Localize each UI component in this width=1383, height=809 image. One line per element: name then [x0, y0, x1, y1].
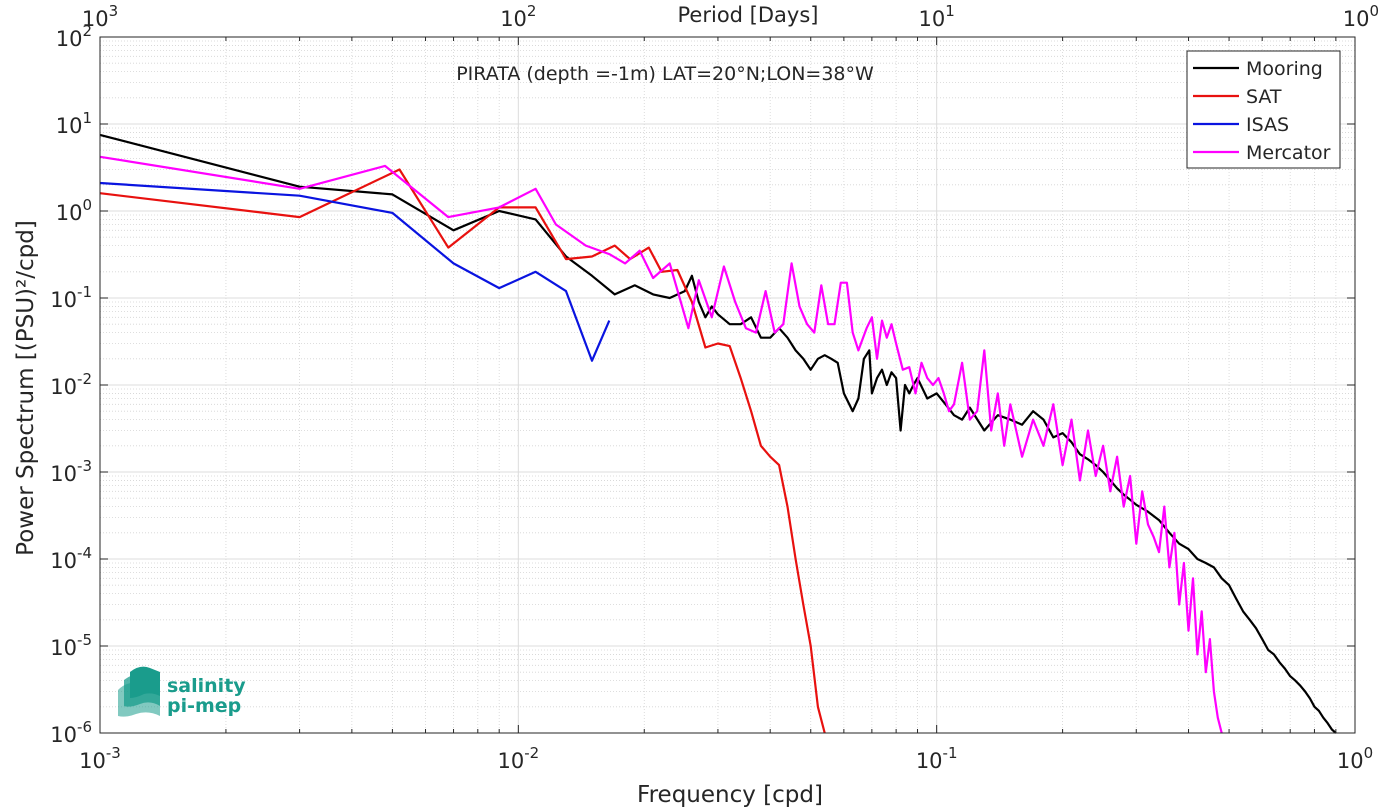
legend-box	[1186, 50, 1341, 169]
y-tick-label: 102	[56, 22, 92, 51]
y-axis-label: Power Spectrum [(PSU)²/cpd]	[13, 220, 39, 556]
watermark: salinity pi-mep	[118, 666, 246, 717]
salinity-logo-icon	[118, 666, 160, 717]
top-tick-label: 102	[500, 2, 536, 31]
legend-label: Mercator	[1246, 142, 1331, 164]
y-tick-label: 10-4	[50, 544, 92, 573]
y-tick-label: 100	[56, 196, 92, 225]
watermark-line1: salinity	[167, 675, 246, 697]
y-tick-label: 101	[56, 109, 92, 138]
x-tick-label: 10-1	[916, 744, 958, 773]
x-tick-label: 10-2	[497, 744, 539, 773]
y-tick-label: 10-3	[50, 457, 92, 486]
series-line-isas	[99, 181, 611, 362]
legend-label: Mooring	[1246, 58, 1323, 80]
legend-label: SAT	[1246, 86, 1282, 108]
top-tick-label: 100	[1343, 2, 1379, 31]
legend: Mooring SAT ISAS Mercator	[1186, 50, 1341, 169]
series-lines	[99, 133, 1337, 734]
watermark-line2: pi-mep	[167, 695, 241, 717]
top-tick-label: 101	[919, 2, 955, 31]
x-tick-label: 10-3	[79, 744, 121, 773]
x-tick-label: 100	[1337, 744, 1373, 773]
x-axis-label: Frequency [cpd]	[637, 782, 823, 808]
chart-title: PIRATA (depth =-1m) LAT=20°N;LON=38°W	[456, 63, 874, 85]
legend-label: ISAS	[1246, 114, 1289, 136]
top-axis-label: Period [Days]	[678, 3, 819, 27]
y-tick-label: 10-2	[50, 370, 92, 399]
y-tick-label: 10-5	[50, 631, 92, 660]
series-line-mercator	[99, 155, 1223, 734]
y-tick-label: 10-1	[50, 283, 92, 312]
top-tick-label: 103	[82, 2, 118, 31]
grid	[99, 36, 1356, 734]
series-line-sat	[99, 168, 826, 734]
y-tick-label: 10-6	[50, 718, 92, 747]
